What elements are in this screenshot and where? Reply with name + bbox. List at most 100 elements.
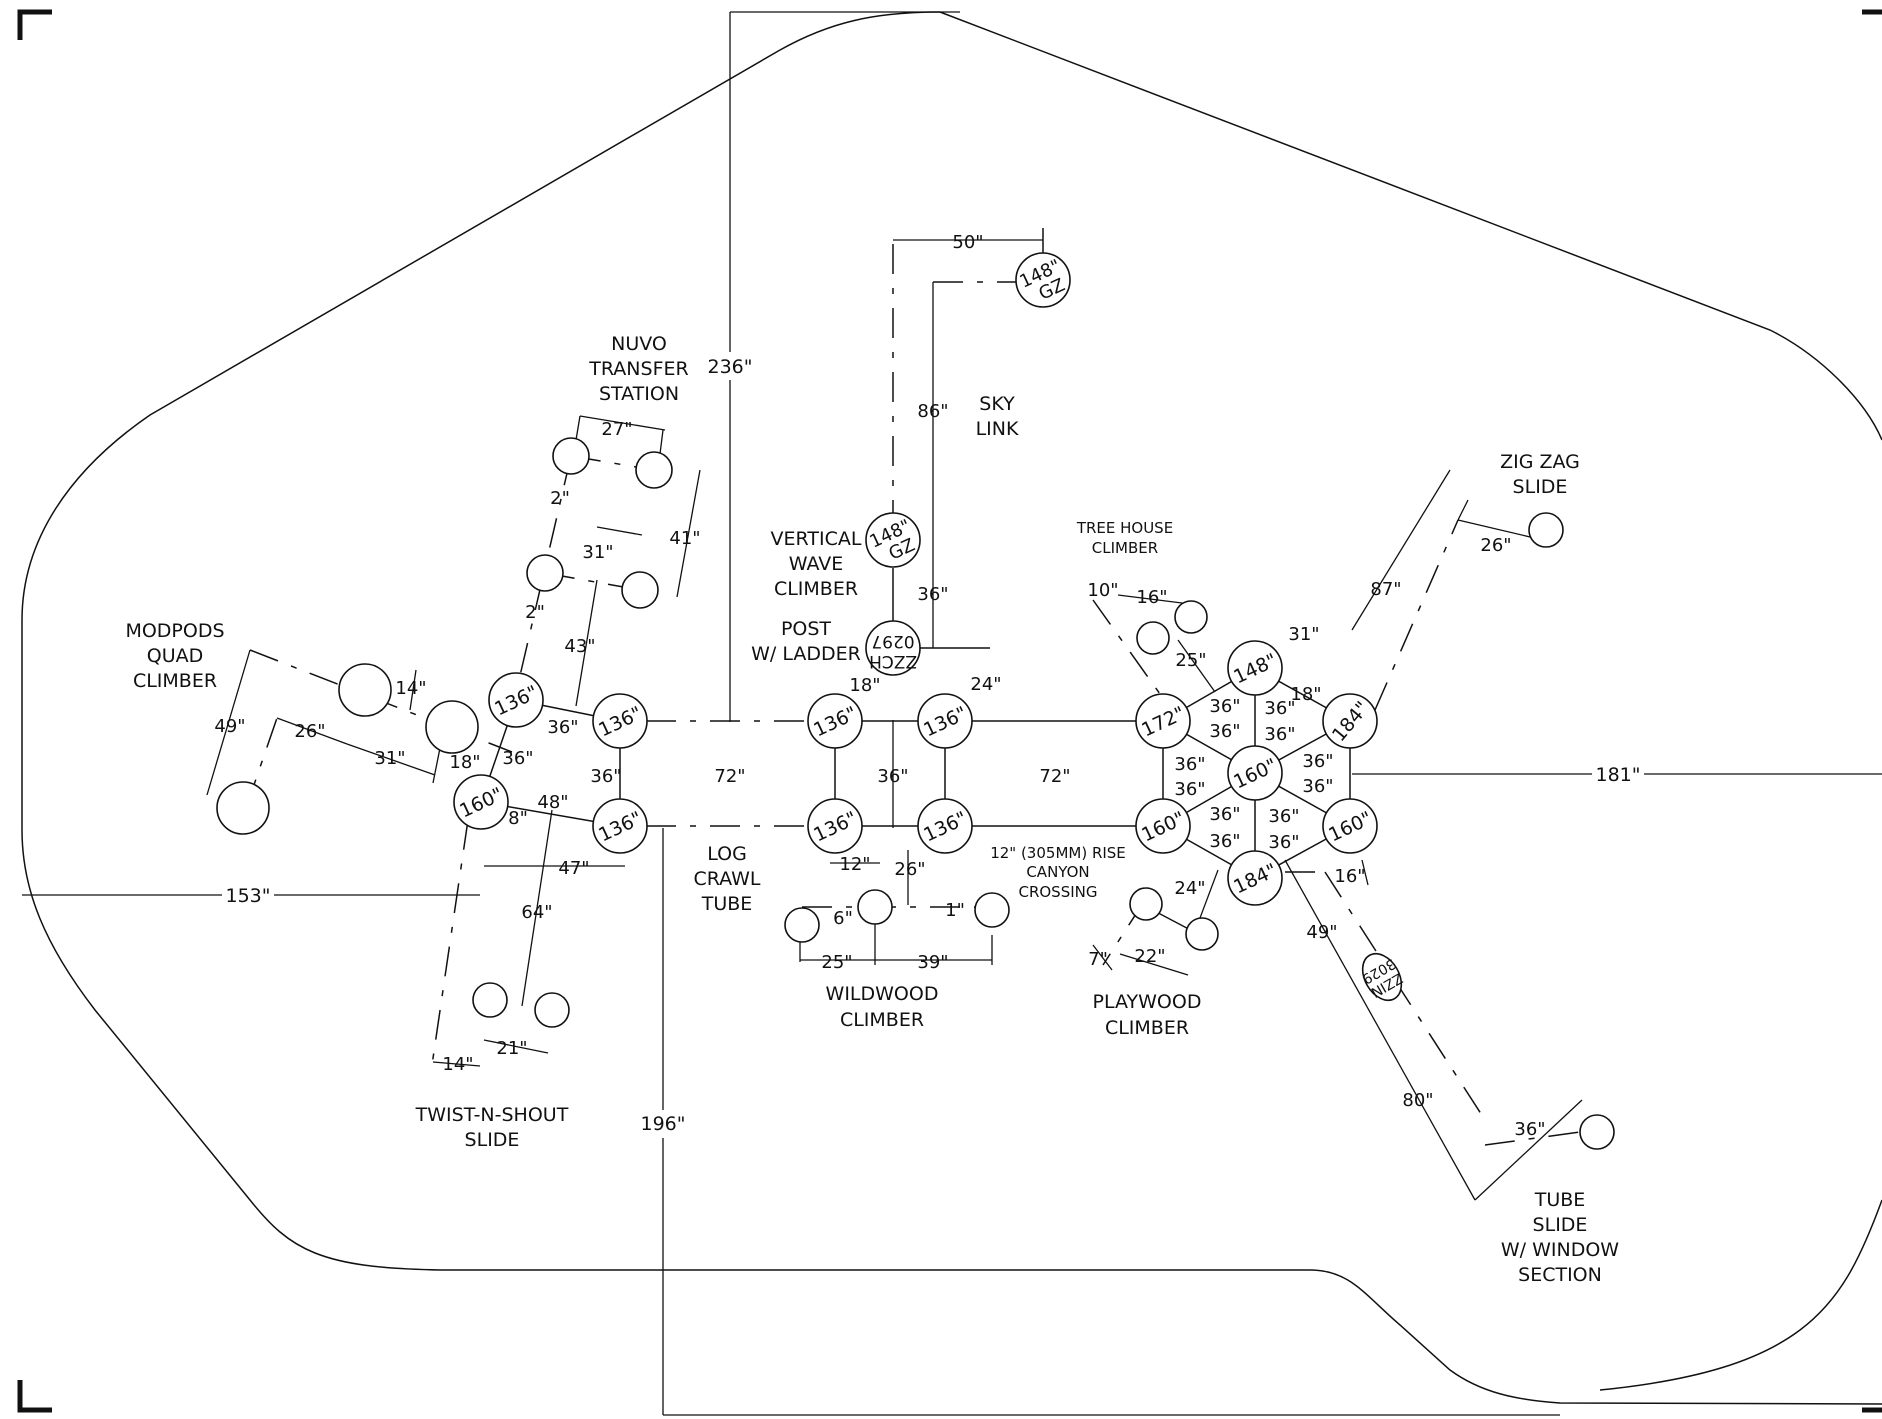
post-172: 172" <box>1135 693 1191 749</box>
dim-22: 22" <box>1134 946 1165 967</box>
dim-14-modpods: 14" <box>395 678 426 699</box>
use-zone-boundary-right <box>939 11 1882 441</box>
dim-10: 10" <box>1087 580 1118 601</box>
label-log-1: LOG <box>707 843 747 865</box>
label-zigzag-1: ZIG ZAG <box>1500 451 1580 473</box>
dim-72-left: 72" <box>714 766 745 787</box>
dim-196: 196" <box>640 1113 685 1135</box>
dim-47: 47" <box>558 858 589 879</box>
label-playwood-1: PLAYWOOD <box>1093 991 1202 1013</box>
dim-49-modpods: 49" <box>214 716 245 737</box>
label-nuvo-2: TRANSFER <box>588 358 688 380</box>
dim-64: 64" <box>521 902 552 923</box>
label-canyon-3: CROSSING <box>1018 883 1097 901</box>
label-vwave-2: WAVE <box>789 553 844 575</box>
post-136-b: 136" <box>592 693 648 749</box>
post-zzch: ZZCH 0297 <box>865 620 921 676</box>
use-zone-boundary-lower-right <box>1599 1199 1882 1391</box>
label-tube-4: SECTION <box>1518 1264 1602 1286</box>
dim-153: 153" <box>225 885 270 907</box>
dim-80: 80" <box>1402 1090 1433 1111</box>
dim-16-tree: 16" <box>1136 587 1167 608</box>
dim-36-h7: 36" <box>1302 751 1333 772</box>
dim-36-h2: 36" <box>1209 721 1240 742</box>
label-modpods-2: QUAD <box>147 645 204 667</box>
component-labels: MODPODS QUAD CLIMBER NUVO TRANSFER STATI… <box>125 333 1619 1286</box>
dim-6: 6" <box>833 908 853 929</box>
dim-36-b: 36" <box>502 748 533 769</box>
label-log-2: CRAWL <box>693 868 760 890</box>
svg-text:ZZCH: ZZCH <box>869 651 917 671</box>
dim-18-hex: 18" <box>1290 684 1321 705</box>
dim-49-tube: 49" <box>1306 922 1337 943</box>
dim-50: 50" <box>952 232 983 253</box>
label-modpods-1: MODPODS <box>125 620 224 642</box>
dim-36-tube: 36" <box>1514 1119 1545 1140</box>
overall-dimensions: 236" 153" 196" 181" <box>22 11 1882 1416</box>
svg-text:0297: 0297 <box>871 631 914 651</box>
label-nuvo-3: STATION <box>599 383 679 405</box>
label-tube-3: W/ WINDOW <box>1501 1239 1619 1261</box>
post-160-a: 160" <box>453 774 509 830</box>
post-160-b: 160" <box>1135 798 1191 854</box>
post-160-c: 160" <box>1227 745 1283 801</box>
label-treehouse-2: CLIMBER <box>1092 539 1158 557</box>
label-twist-1: TWIST-N-SHOUT <box>415 1104 569 1126</box>
dim-48: 48" <box>537 792 568 813</box>
dim-36-mid: 36" <box>877 766 908 787</box>
dim-26-wild: 26" <box>894 859 925 880</box>
dim-72-right: 72" <box>1039 766 1070 787</box>
post-136-e: 136" <box>917 693 973 749</box>
dim-1: 1" <box>945 900 965 921</box>
post-184-a: 184" <box>1227 850 1283 906</box>
dim-26-zig: 26" <box>1480 535 1511 556</box>
dim-36-h1: 36" <box>1209 696 1240 717</box>
dim-36-sky: 36" <box>917 584 948 605</box>
dim-24-post: 24" <box>970 674 1001 695</box>
dim-36-left-side: 36" <box>590 766 621 787</box>
post-148-gz-top: 148" GZ <box>1015 252 1071 308</box>
dim-181: 181" <box>1595 764 1640 786</box>
dim-31-nuvo: 31" <box>582 542 613 563</box>
post-148-gz-mid: 148" GZ <box>865 512 921 568</box>
label-vwave-1: VERTICAL <box>771 528 862 550</box>
dim-14-twist: 14" <box>442 1054 473 1075</box>
dim-36-h9: 36" <box>1209 804 1240 825</box>
label-post-1: POST <box>781 618 831 640</box>
dim-36-a: 36" <box>547 717 578 738</box>
label-zigzag-2: SLIDE <box>1513 476 1568 498</box>
label-sky-2: LINK <box>976 418 1019 440</box>
post-136-d: 136" <box>807 693 863 749</box>
dim-36-h6: 36" <box>1174 779 1205 800</box>
post-136-a: 136" <box>488 672 544 728</box>
dim-18-post: 18" <box>849 675 880 696</box>
dim-36-h11: 36" <box>1268 806 1299 827</box>
label-tube-2: SLIDE <box>1533 1214 1588 1236</box>
component-circles <box>216 437 1615 1150</box>
label-wildwood-1: WILDWOOD <box>826 983 939 1005</box>
label-sky-1: SKY <box>979 393 1015 415</box>
label-wildwood-2: CLIMBER <box>840 1009 924 1031</box>
dim-31-hex: 31" <box>1288 624 1319 645</box>
dim-25-tree: 25" <box>1175 650 1206 671</box>
dim-236: 236" <box>707 356 752 378</box>
dim-25-wild: 25" <box>821 952 852 973</box>
dim-36-h4: 36" <box>1264 724 1295 745</box>
post-136-c: 136" <box>592 798 648 854</box>
dim-21: 21" <box>496 1038 527 1059</box>
dim-36-h5: 36" <box>1174 754 1205 775</box>
post-160-d: 160" <box>1322 798 1378 854</box>
post-148-a: 148" <box>1227 640 1283 696</box>
dim-86: 86" <box>917 401 948 422</box>
dim-41: 41" <box>669 528 700 549</box>
dim-43: 43" <box>564 636 595 657</box>
dim-2-bottom: 2" <box>525 602 545 623</box>
use-zone-boundary <box>21 11 1882 1405</box>
post-136-g: 136" <box>917 798 973 854</box>
dim-18-modpods: 18" <box>449 752 480 773</box>
dim-16-tube: 16" <box>1334 866 1365 887</box>
dim-31-modpods: 31" <box>374 748 405 769</box>
dim-39: 39" <box>917 952 948 973</box>
label-log-3: TUBE <box>701 893 753 915</box>
